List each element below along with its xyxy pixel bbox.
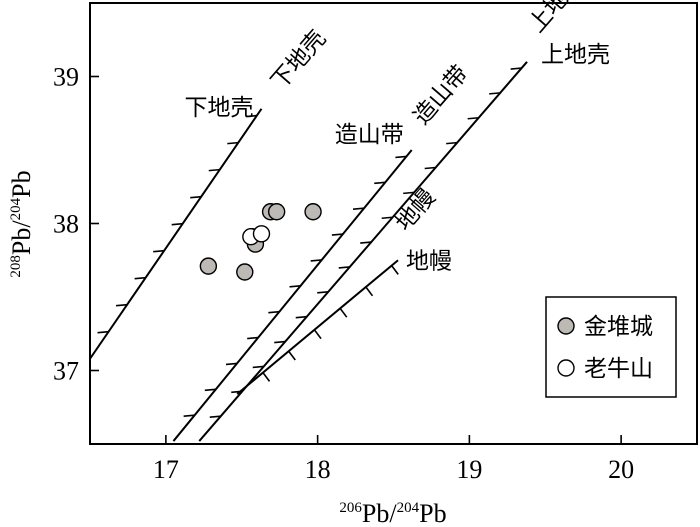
curve-label: 上地壳 [541,42,610,68]
curve-tick [97,330,109,334]
x-axis-ticks: 17 18 19 20 [153,435,634,484]
curve-tick [262,372,271,382]
curve-tick [204,388,216,392]
curve-tick [289,285,301,288]
curve-tick [424,166,436,170]
curve-tick [116,303,128,307]
curve-tick [190,195,202,199]
curve-tick [446,141,458,145]
curve-tick [467,116,479,120]
curve-tick [310,259,322,262]
legend-label-jinduicheng: 金堆城 [584,314,653,340]
curve-tick [227,141,239,145]
evolution-curve [172,149,413,442]
curve-tick [252,365,264,369]
legend-box [545,296,677,398]
curve-tick [381,216,393,220]
curve-tick [374,181,386,185]
curve-label-rotated: 下地壳 [266,26,331,95]
y-tick-label: 38 [53,210,79,239]
curve-label-rotated: 造山带 [409,61,474,130]
data-points [199,203,322,281]
evolution-curve [198,61,528,442]
x-tick-label: 17 [153,455,179,484]
curve-tick [510,67,522,70]
curve-tick [489,92,501,95]
curve-tick [395,155,407,159]
curve-tick [171,222,183,226]
curve-tick [208,168,220,172]
y-axis-ticks: 37 38 39 [53,63,99,386]
curve-label-rotated: 地幔 [391,184,441,236]
curve-tick [153,249,165,253]
curve-tick [247,336,259,340]
curve-label: 下地壳 [184,95,253,121]
curve-tick [352,207,365,211]
legend: 金堆城 老牛山 [545,296,677,398]
curve-tick [134,276,146,280]
curve-tick [274,340,286,344]
curve-tick [360,241,372,244]
curve-tick [209,415,221,418]
curve-label: 地幔 [406,248,452,274]
x-axis-title: 206Pb/204Pb [339,499,446,527]
point-jinduicheng [304,203,322,221]
curve-tick [331,233,343,236]
x-tick-label: 19 [456,455,482,484]
curve-tick [225,362,238,366]
y-tick-label: 37 [53,357,79,386]
point-laoniushan [252,225,271,243]
legend-marker-laoniushan [557,359,575,377]
curve-tick [183,414,195,417]
legend-label-laoniushan: 老牛山 [584,356,653,382]
curve-tick [390,265,399,275]
evolution-curve [90,108,263,360]
curve-tick [295,315,307,319]
point-jinduicheng [267,203,286,221]
curve-tick [339,307,348,318]
point-jinduicheng [199,257,218,275]
curve-tick [403,191,415,195]
point-jinduicheng [236,263,254,281]
y-tick-label: 39 [53,63,79,92]
curve-tick [288,350,296,361]
curve-tick [245,114,257,118]
curve-label-rotated: 上地壳 [524,0,589,38]
curve-tick [338,266,350,269]
curve-label: 造山带 [335,122,404,148]
evolution-curves [90,61,528,442]
curve-tick [268,310,280,314]
curve-tick [365,286,374,297]
curve-tick [313,329,322,340]
evolution-curve [236,259,399,395]
x-tick-label: 18 [305,455,331,484]
x-tick-label: 20 [608,455,634,484]
curve-tick [317,291,329,294]
y-axis-title: 208Pb/204Pb [7,170,36,277]
legend-marker-jinduicheng [557,317,575,335]
